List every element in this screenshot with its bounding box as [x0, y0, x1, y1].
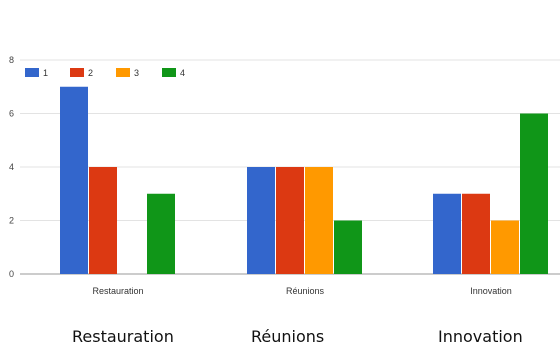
legend-swatch	[25, 68, 39, 77]
x-category-label: Innovation	[470, 286, 512, 296]
bar-innovation-series-4	[520, 113, 548, 274]
bar-réunions-series-3	[305, 167, 333, 274]
caption-restauration: Restauration	[72, 327, 174, 346]
bar-réunions-series-4	[334, 220, 362, 274]
x-axis-categories: Restauration Réunions Innovation	[92, 286, 511, 296]
legend-swatch	[70, 68, 84, 77]
y-tick-label: 4	[9, 162, 14, 172]
y-tick-label: 8	[9, 55, 14, 65]
bars	[60, 86, 548, 274]
y-tick-label: 2	[9, 216, 14, 226]
bar-innovation-series-3	[491, 220, 519, 274]
bar-innovation-series-2	[462, 193, 490, 274]
y-tick-label: 0	[9, 269, 14, 279]
legend-label: 4	[180, 68, 185, 78]
legend-swatch	[162, 68, 176, 77]
y-tick-label: 6	[9, 109, 14, 119]
y-axis-ticks: 0 2 4 6 8	[9, 55, 14, 279]
legend: 1 2 3 4	[25, 68, 185, 78]
bar-réunions-series-2	[276, 167, 304, 274]
bar-réunions-series-1	[247, 167, 275, 274]
legend-label: 1	[43, 68, 48, 78]
bar-restauration-series-4	[147, 193, 175, 274]
bar-restauration-series-1	[60, 86, 88, 274]
x-category-label: Réunions	[286, 286, 325, 296]
legend-label: 3	[134, 68, 139, 78]
bar-innovation-series-1	[433, 193, 461, 274]
caption-reunions: Réunions	[251, 327, 325, 346]
bar-restauration-series-2	[89, 167, 117, 274]
x-category-label: Restauration	[92, 286, 143, 296]
legend-label: 2	[88, 68, 93, 78]
caption-innovation: Innovation	[438, 327, 523, 346]
legend-swatch	[116, 68, 130, 77]
